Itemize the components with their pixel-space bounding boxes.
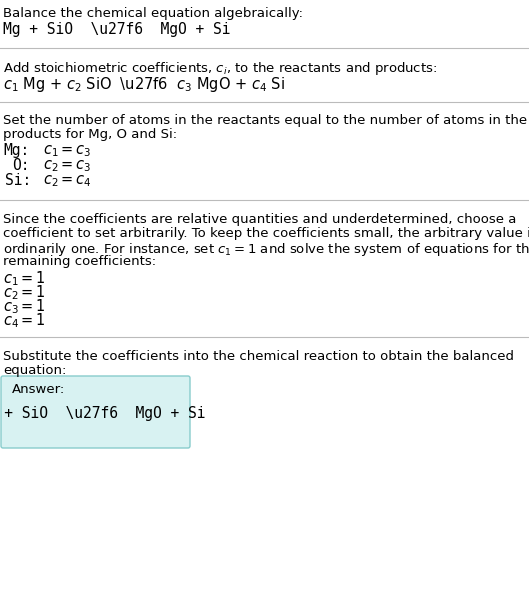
Text: Since the coefficients are relative quantities and underdetermined, choose a: Since the coefficients are relative quan…	[3, 213, 516, 226]
Text: Set the number of atoms in the reactants equal to the number of atoms in the: Set the number of atoms in the reactants…	[3, 114, 527, 127]
Text: $c_2 = c_4$: $c_2 = c_4$	[43, 173, 92, 189]
Text: O:: O:	[12, 158, 30, 173]
Text: Substitute the coefficients into the chemical reaction to obtain the balanced: Substitute the coefficients into the che…	[3, 350, 514, 363]
Text: $c_1$ Mg + $c_2$ SiO  \u27f6  $c_3$ MgO + $c_4$ Si: $c_1$ Mg + $c_2$ SiO \u27f6 $c_3$ MgO + …	[3, 75, 285, 94]
Text: $c_1 = 1$: $c_1 = 1$	[3, 269, 46, 288]
Text: $c_1 = c_3$: $c_1 = c_3$	[43, 143, 92, 159]
Text: $c_3 = 1$: $c_3 = 1$	[3, 297, 46, 316]
Text: $c_2 = 1$: $c_2 = 1$	[3, 283, 46, 302]
Text: $c_4 = 1$: $c_4 = 1$	[3, 311, 46, 330]
Text: Mg + SiO  \u27f6  MgO + Si: Mg + SiO \u27f6 MgO + Si	[3, 22, 231, 37]
Text: Add stoichiometric coefficients, $c_i$, to the reactants and products:: Add stoichiometric coefficients, $c_i$, …	[3, 60, 437, 77]
Text: remaining coefficients:: remaining coefficients:	[3, 255, 156, 268]
Text: Mg:: Mg:	[3, 143, 29, 158]
Text: coefficient to set arbitrarily. To keep the coefficients small, the arbitrary va: coefficient to set arbitrarily. To keep …	[3, 227, 529, 240]
FancyBboxPatch shape	[1, 376, 190, 448]
Text: Si:: Si:	[5, 173, 31, 188]
Text: Answer:: Answer:	[12, 383, 65, 396]
Text: Balance the chemical equation algebraically:: Balance the chemical equation algebraica…	[3, 7, 303, 20]
Text: products for Mg, O and Si:: products for Mg, O and Si:	[3, 128, 177, 141]
Text: equation:: equation:	[3, 364, 66, 377]
Text: $c_2 = c_3$: $c_2 = c_3$	[43, 158, 92, 174]
Text: ordinarily one. For instance, set $c_1 = 1$ and solve the system of equations fo: ordinarily one. For instance, set $c_1 =…	[3, 241, 529, 258]
Text: Mg + SiO  \u27f6  MgO + Si: Mg + SiO \u27f6 MgO + Si	[0, 406, 206, 421]
